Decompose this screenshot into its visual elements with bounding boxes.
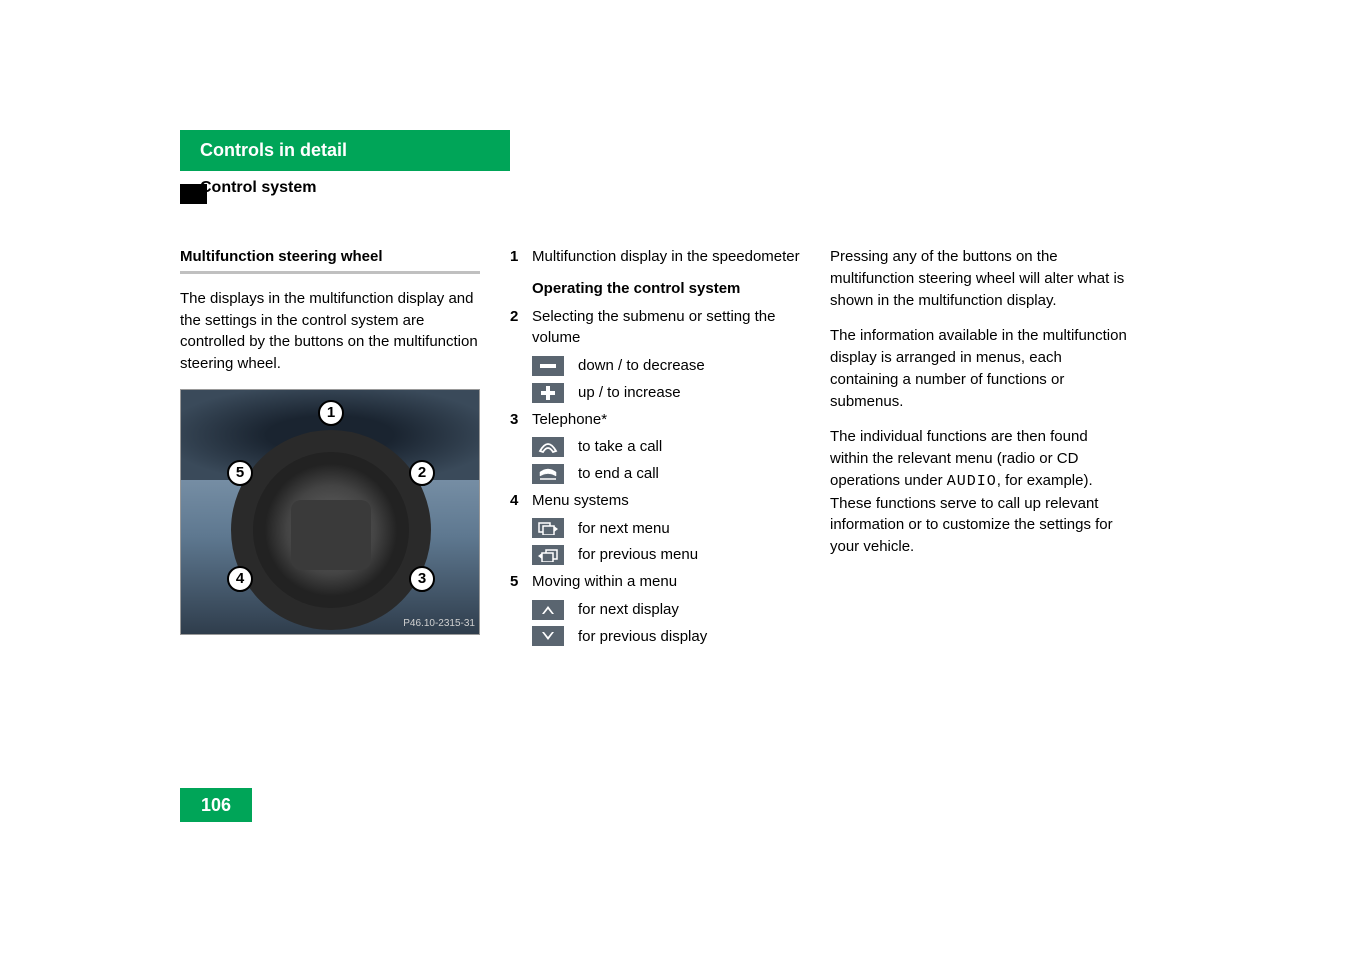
paragraph-1: Pressing any of the buttons on the multi… [830,246,1130,311]
icon-label: for previous display [578,626,707,648]
prev-menu-icon [532,545,564,565]
callout-1: 1 [318,400,344,426]
paragraph-2: The information available in the multifu… [830,325,1130,412]
item-number: 2 [510,306,532,328]
icon-row-next-menu: for next menu [532,518,800,540]
figure-reference: P46.10-2315-31 [403,617,475,632]
callout-3: 3 [409,566,435,592]
page-content: Controls in detail Control system Multif… [180,130,1170,652]
icon-label: to take a call [578,436,662,458]
arrow-up-icon [532,600,564,620]
list-item-4: 4 Menu systems [510,490,800,512]
item-number: 1 [510,246,532,268]
left-column: Multifunction steering wheel The display… [180,246,480,652]
list-item-5: 5 Moving within a menu [510,571,800,593]
icon-label: for next menu [578,518,670,540]
section-header: Control system [180,171,1170,201]
arrow-down-icon [532,626,564,646]
item-number: 3 [510,409,532,431]
paragraph-3: The individual functions are then found … [830,426,1130,558]
callout-4: 4 [227,566,253,592]
icon-row-arrow-up: for next display [532,599,800,621]
steering-wheel-hub [291,500,371,570]
icon-label: for previous menu [578,544,698,566]
icon-row-phone-up: to take a call [532,436,800,458]
list-item-1: 1 Multifunction display in the speedomet… [510,246,800,268]
item-text: Moving within a menu [532,571,800,593]
next-menu-icon [532,518,564,538]
operating-heading: Operating the control system [532,278,800,300]
audio-mono-text: AUDIO [947,473,997,490]
section-title: Multifunction steering wheel [180,246,480,274]
phone-pickup-icon [532,437,564,457]
icon-row-plus: up / to increase [532,382,800,404]
middle-column: 1 Multifunction display in the speedomet… [510,246,800,652]
icon-row-prev-menu: for previous menu [532,544,800,566]
item-text: Multifunction display in the speedometer [532,246,800,268]
steering-wheel-figure: 1 2 3 4 5 P46.10-2315-31 [180,389,480,635]
icon-label: down / to decrease [578,355,705,377]
phone-hangup-icon [532,464,564,484]
plus-icon [532,383,564,403]
icon-label: for next display [578,599,679,621]
list-item-3: 3 Telephone* [510,409,800,431]
page-number: 106 [180,788,252,822]
list-item-2: 2 Selecting the submenu or setting the v… [510,306,800,350]
intro-paragraph: The displays in the multifunction displa… [180,288,480,375]
icon-label: to end a call [578,463,659,485]
item-text: Selecting the submenu or setting the vol… [532,306,800,350]
minus-icon [532,356,564,376]
item-number: 4 [510,490,532,512]
icon-label: up / to increase [578,382,681,404]
columns: Multifunction steering wheel The display… [180,246,1170,652]
callout-5: 5 [227,460,253,486]
right-column: Pressing any of the buttons on the multi… [830,246,1130,652]
item-text: Telephone* [532,409,800,431]
chapter-tab: Controls in detail [180,130,510,171]
icon-row-minus: down / to decrease [532,355,800,377]
item-number: 5 [510,571,532,593]
icon-row-arrow-down: for previous display [532,626,800,648]
callout-2: 2 [409,460,435,486]
item-text: Menu systems [532,490,800,512]
icon-row-phone-down: to end a call [532,463,800,485]
